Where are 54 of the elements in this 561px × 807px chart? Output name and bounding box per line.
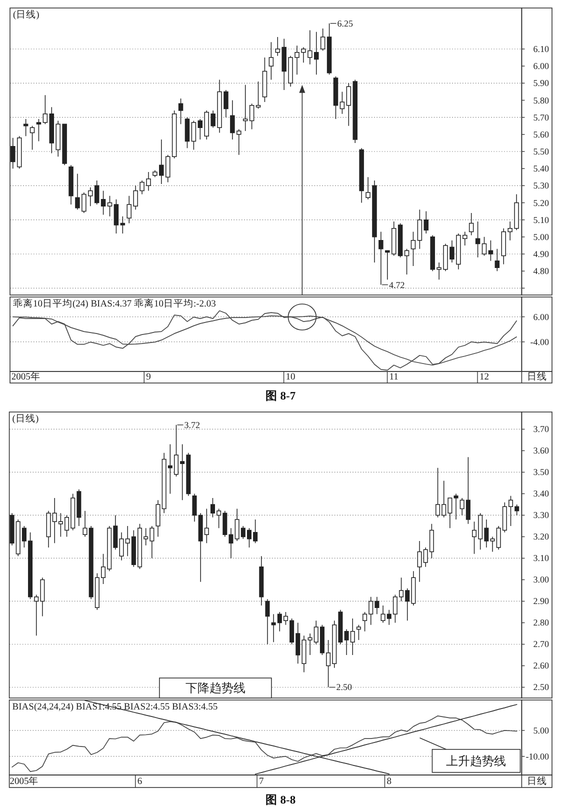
x-tick-label: 9 — [146, 372, 152, 383]
y-tick-label: 5.90 — [533, 78, 550, 88]
y-tick-label: 5.00 — [533, 725, 550, 736]
x-tick-label: 8 — [386, 776, 392, 787]
annotation: 下降趋势线 — [185, 681, 246, 695]
annotation: 2.50 — [336, 682, 353, 692]
y-tick-label: -4.00 — [530, 336, 550, 347]
y-tick-label: 2.70 — [533, 639, 550, 650]
x-tick-label: 2005年 — [11, 370, 40, 383]
y-tick-label: 4.80 — [533, 266, 550, 276]
y-tick-label: 6.10 — [533, 44, 550, 54]
y-tick-label: 4.90 — [533, 249, 550, 259]
y-tick-label: 5.60 — [533, 129, 550, 140]
y-tick-label: 5.40 — [533, 164, 550, 174]
y-tick-label: 3.00 — [533, 574, 550, 585]
annotation: 上升趋势线 — [446, 754, 506, 768]
y-tick-label: 3.60 — [533, 446, 550, 456]
y-tick-label: 5.00 — [533, 232, 550, 242]
y-tick-label: 3.20 — [533, 532, 550, 542]
y-tick-label: 2.60 — [533, 660, 550, 671]
y-tick-label: 6.00 — [533, 312, 550, 322]
x-tick-label: 6 — [137, 776, 142, 787]
chart-title: 乖离10日平均(24) BIAS:4.37 乖离10日平均:-2.03 — [13, 298, 216, 310]
annotation: 6.25 — [337, 18, 354, 28]
caption: 图 8-7 — [265, 390, 296, 402]
y-tick-label: 3.10 — [533, 553, 550, 564]
x-axis-title: 日线 — [526, 370, 547, 383]
x-tick-label: 10 — [286, 372, 296, 383]
y-tick-label: 3.50 — [533, 467, 550, 478]
y-tick-label: 5.30 — [533, 180, 550, 191]
chart-title: (日线) — [13, 8, 40, 20]
y-tick-label: 6.00 — [533, 61, 550, 72]
caption: 图 8-8 — [265, 794, 296, 806]
y-tick-label: 2.50 — [533, 682, 550, 692]
chart-title: (日线) — [12, 412, 39, 424]
annotation: 3.72 — [184, 420, 200, 430]
x-tick-label: 12 — [480, 372, 490, 383]
x-tick-label: 11 — [389, 372, 399, 383]
x-tick-label: 2005年 — [10, 774, 39, 787]
y-tick-label: 5.10 — [533, 214, 550, 225]
y-tick-label: 5.70 — [533, 112, 550, 122]
y-tick-label: 5.80 — [533, 95, 550, 106]
y-tick-label: 3.70 — [533, 424, 550, 434]
x-tick-label: 7 — [259, 776, 264, 787]
chart-title: BIAS(24,24,24) BIAS1:4.55 BIAS2:4.55 BIAS3:4.55 — [12, 702, 218, 712]
y-tick-label: 3.30 — [533, 510, 550, 520]
x-axis-title: 日线 — [526, 774, 547, 787]
annotation: 4.72 — [388, 280, 405, 290]
y-tick-label: 5.20 — [533, 198, 550, 208]
y-tick-label: 2.90 — [533, 596, 550, 606]
y-tick-label: 3.40 — [533, 488, 550, 499]
y-tick-label: 2.80 — [533, 618, 550, 628]
y-tick-label: 5.50 — [533, 146, 550, 156]
y-tick-label: -10.00 — [526, 751, 550, 762]
